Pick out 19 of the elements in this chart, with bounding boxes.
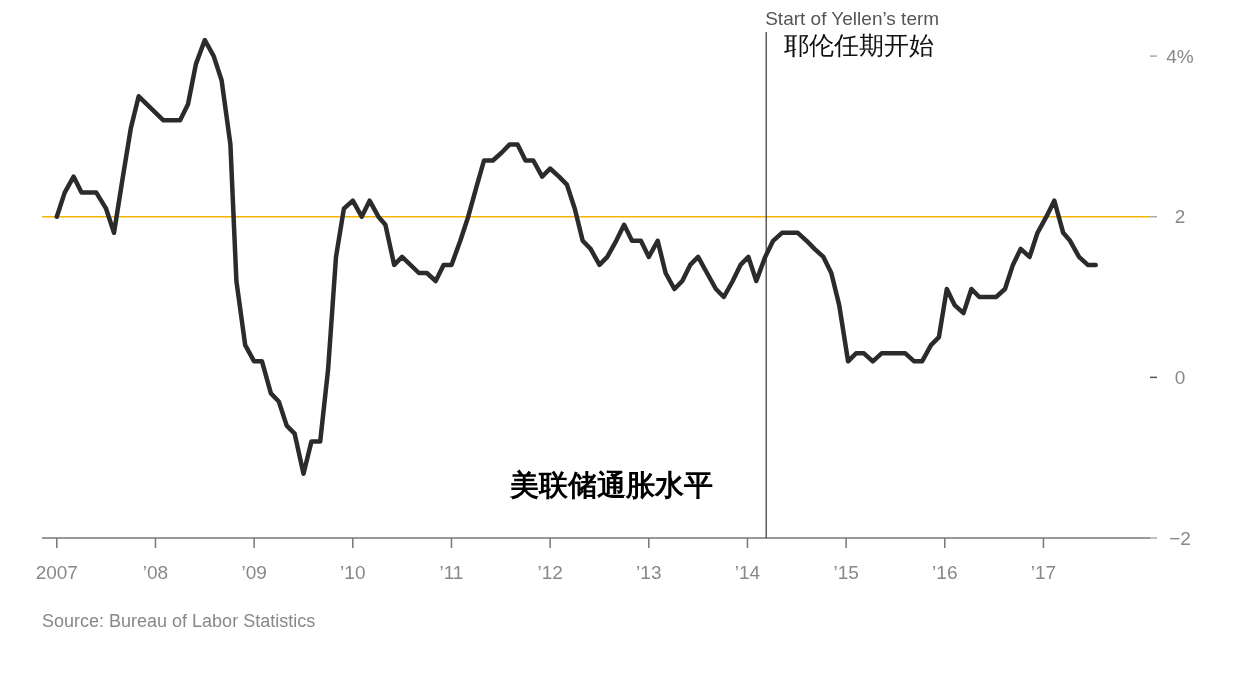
x-tick-label: ’09 — [241, 562, 267, 583]
y-tick-label: −2 — [1169, 527, 1191, 549]
annotation: 耶伦任期开始 — [784, 31, 935, 59]
text: 美联储通胀水平 — [508, 469, 713, 501]
x-tick-label: 2007 — [35, 562, 78, 583]
x-tick-label: ’15 — [833, 562, 859, 583]
ref-line-label: Start of Yellen’s term — [765, 8, 940, 29]
x-tick-label: ’10 — [340, 562, 366, 583]
y-tick-label: 4% — [1166, 45, 1194, 67]
y-tick-label: 2 — [1174, 206, 1186, 228]
x-tick-label: ’08 — [142, 562, 169, 583]
x-tick-label: ’14 — [734, 562, 761, 583]
x-tick-label: ’16 — [932, 562, 958, 583]
x-tick-label: ’13 — [636, 562, 662, 583]
x-tick-label: ’12 — [537, 562, 563, 583]
x-tick-label: ’11 — [439, 562, 464, 583]
x-tick-label: ’17 — [1030, 562, 1057, 583]
source-note: Source: Bureau of Labor Statistics — [42, 611, 316, 631]
y-tick-label: 0 — [1174, 366, 1186, 388]
